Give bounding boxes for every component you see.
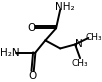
Text: NH₂: NH₂ <box>55 2 75 12</box>
Text: CH₃: CH₃ <box>72 59 88 68</box>
Text: CH₃: CH₃ <box>85 33 102 42</box>
Text: O: O <box>27 23 35 33</box>
Text: H₂N: H₂N <box>0 47 20 57</box>
Text: O: O <box>29 71 37 81</box>
Text: N: N <box>75 39 82 49</box>
